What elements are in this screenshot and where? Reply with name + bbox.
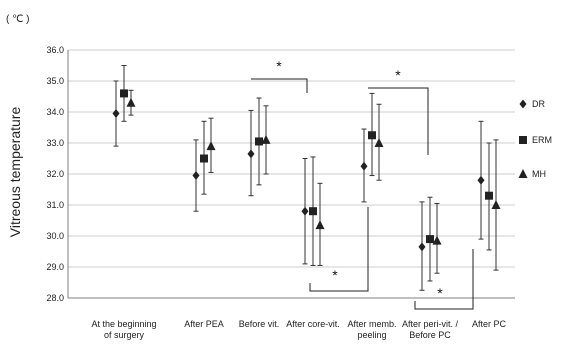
data-point-mh (206, 141, 216, 151)
data-point-dr (112, 109, 120, 119)
x-category-label: Before PC (409, 330, 451, 340)
data-point-mh (126, 97, 136, 107)
y-tick-label: 28.0 (46, 293, 64, 303)
legend-marker-mh (518, 169, 528, 178)
data-point-mh (315, 220, 325, 230)
data-point-erm (309, 207, 317, 216)
y-tick-label: 31.0 (46, 200, 64, 210)
significance-star: * (276, 58, 282, 74)
significance-bracket (368, 87, 429, 155)
data-point-erm (200, 154, 208, 163)
y-tick-label: 33.0 (46, 138, 64, 148)
significance-star: * (437, 285, 443, 301)
data-point-dr (247, 149, 255, 159)
series-mh (126, 89, 501, 274)
x-category-label: At the beginning (91, 319, 156, 329)
data-point-erm (368, 131, 376, 140)
data-point-dr (360, 161, 368, 171)
significance-star: * (332, 267, 338, 283)
y-tick-labels: 28.0 29.0 30.0 31.0 32.0 33.0 34.0 35.0 36.0 (46, 45, 64, 303)
x-category-label: After core-vit. (286, 319, 340, 329)
data-point-erm (485, 191, 493, 200)
x-category-label: Before vit. (239, 319, 280, 329)
data-point-mh (432, 235, 442, 245)
data-point-dr (477, 175, 485, 185)
significance-brackets: * * * * (251, 58, 474, 310)
data-point-mh (491, 200, 501, 209)
data-point-erm (426, 235, 434, 244)
legend: DR ERM MH (518, 99, 552, 179)
y-tick-label: 36.0 (46, 45, 64, 55)
y-tick-label: 29.0 (46, 262, 64, 272)
x-category-label: of surgery (104, 330, 145, 340)
legend-label-mh: MH (532, 169, 546, 179)
series-layer (112, 65, 501, 291)
x-category-label: After PC (472, 319, 507, 329)
y-axis-label: Vitreous temperature (7, 107, 23, 238)
x-category-label: After peri-vit. / (402, 319, 459, 329)
series-dr (112, 80, 485, 291)
significance-bracket (309, 207, 369, 292)
y-tick-label: 30.0 (46, 231, 64, 241)
significance-bracket (414, 249, 474, 310)
data-point-mh (261, 134, 271, 144)
data-point-mh (374, 138, 384, 147)
series-erm (120, 65, 493, 282)
legend-marker-dr (519, 99, 527, 109)
legend-marker-erm (519, 136, 527, 144)
data-point-dr (301, 206, 309, 216)
y-tick-label: 32.0 (46, 169, 64, 179)
unit-label: ( ℃ ) (6, 14, 29, 25)
grid (67, 49, 515, 299)
y-tick-label: 35.0 (46, 76, 64, 86)
data-point-dr (418, 242, 426, 252)
y-tick-label: 34.0 (46, 107, 64, 117)
x-category-label: peeling (357, 330, 386, 340)
data-point-erm (255, 137, 263, 146)
x-category-label: After PEA (184, 319, 224, 329)
data-point-erm (120, 89, 128, 98)
data-point-dr (192, 171, 200, 181)
x-category-label: After memb. (347, 319, 396, 329)
legend-label-erm: ERM (532, 135, 552, 145)
legend-label-dr: DR (532, 99, 545, 109)
significance-bracket (251, 78, 308, 93)
significance-star: * (395, 67, 401, 83)
